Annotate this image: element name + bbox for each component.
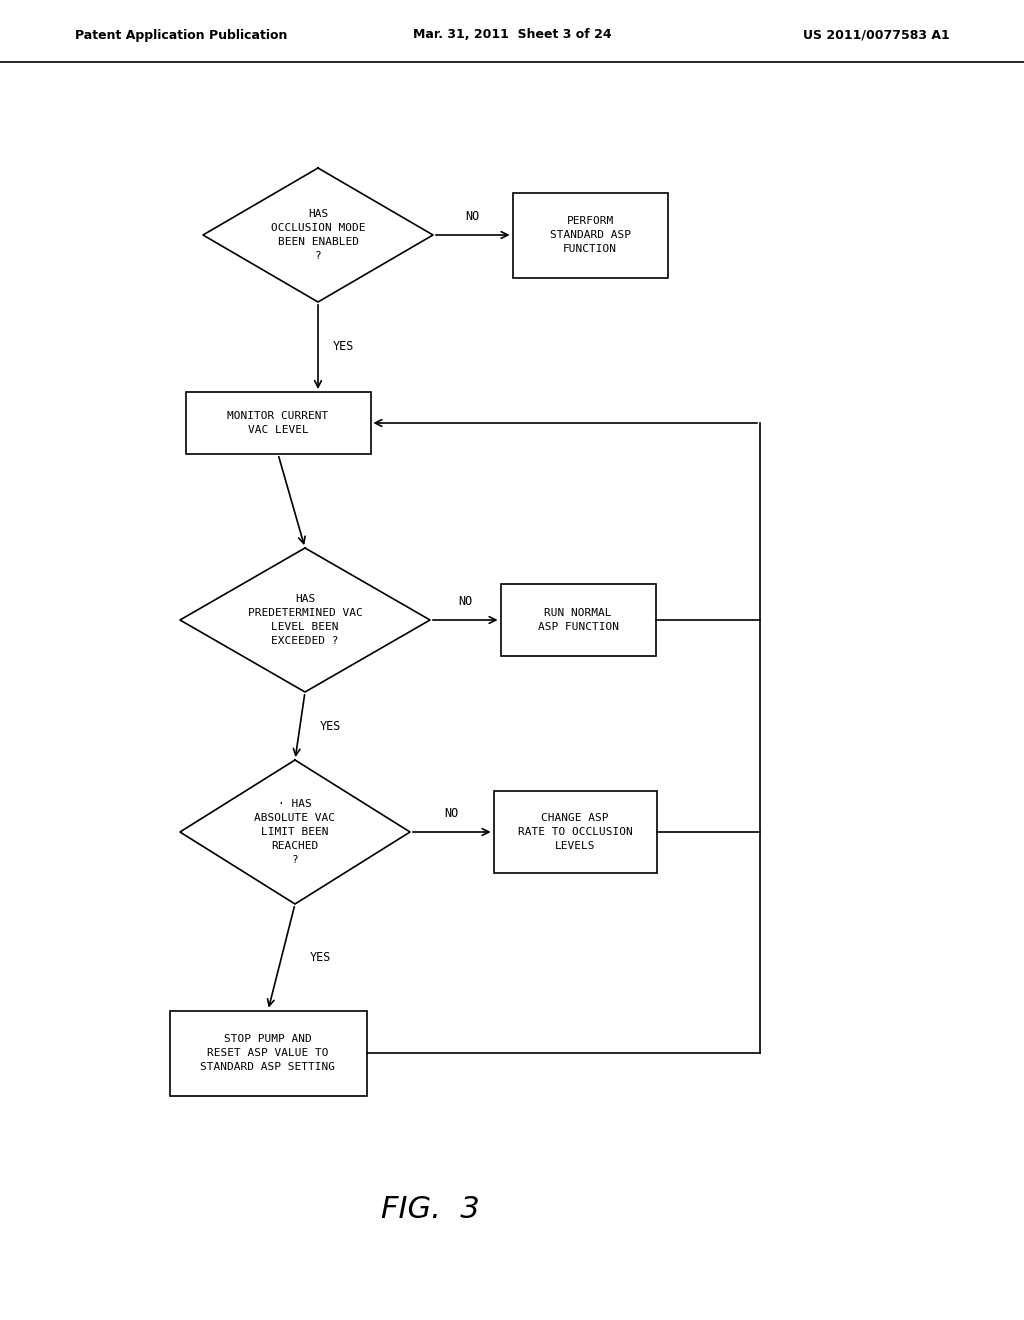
Bar — [512, 193, 668, 277]
Bar — [494, 791, 656, 873]
Text: RUN NORMAL
ASP FUNCTION: RUN NORMAL ASP FUNCTION — [538, 609, 618, 632]
Text: NO: NO — [444, 807, 459, 820]
Text: NO: NO — [466, 210, 480, 223]
Text: FIG.  3: FIG. 3 — [381, 1196, 479, 1225]
Text: Mar. 31, 2011  Sheet 3 of 24: Mar. 31, 2011 Sheet 3 of 24 — [413, 29, 611, 41]
Text: YES: YES — [333, 341, 354, 354]
Text: HAS
PREDETERMINED VAC
LEVEL BEEN
EXCEEDED ?: HAS PREDETERMINED VAC LEVEL BEEN EXCEEDE… — [248, 594, 362, 645]
Text: NO: NO — [458, 595, 472, 609]
Text: MONITOR CURRENT
VAC LEVEL: MONITOR CURRENT VAC LEVEL — [227, 411, 329, 436]
Text: HAS
OCCLUSION MODE
BEEN ENABLED
?: HAS OCCLUSION MODE BEEN ENABLED ? — [270, 209, 366, 261]
Text: STOP PUMP AND
RESET ASP VALUE TO
STANDARD ASP SETTING: STOP PUMP AND RESET ASP VALUE TO STANDAR… — [201, 1034, 336, 1072]
Text: Patent Application Publication: Patent Application Publication — [75, 29, 288, 41]
Text: · HAS
ABSOLUTE VAC
LIMIT BEEN
REACHED
?: · HAS ABSOLUTE VAC LIMIT BEEN REACHED ? — [255, 799, 336, 865]
Text: YES: YES — [310, 950, 332, 964]
Bar — [501, 583, 655, 656]
Text: PERFORM
STANDARD ASP
FUNCTION: PERFORM STANDARD ASP FUNCTION — [550, 216, 631, 253]
Bar — [185, 392, 371, 454]
Text: US 2011/0077583 A1: US 2011/0077583 A1 — [803, 29, 950, 41]
Bar — [170, 1011, 367, 1096]
Text: YES: YES — [319, 719, 341, 733]
Text: CHANGE ASP
RATE TO OCCLUSION
LEVELS: CHANGE ASP RATE TO OCCLUSION LEVELS — [517, 813, 633, 851]
